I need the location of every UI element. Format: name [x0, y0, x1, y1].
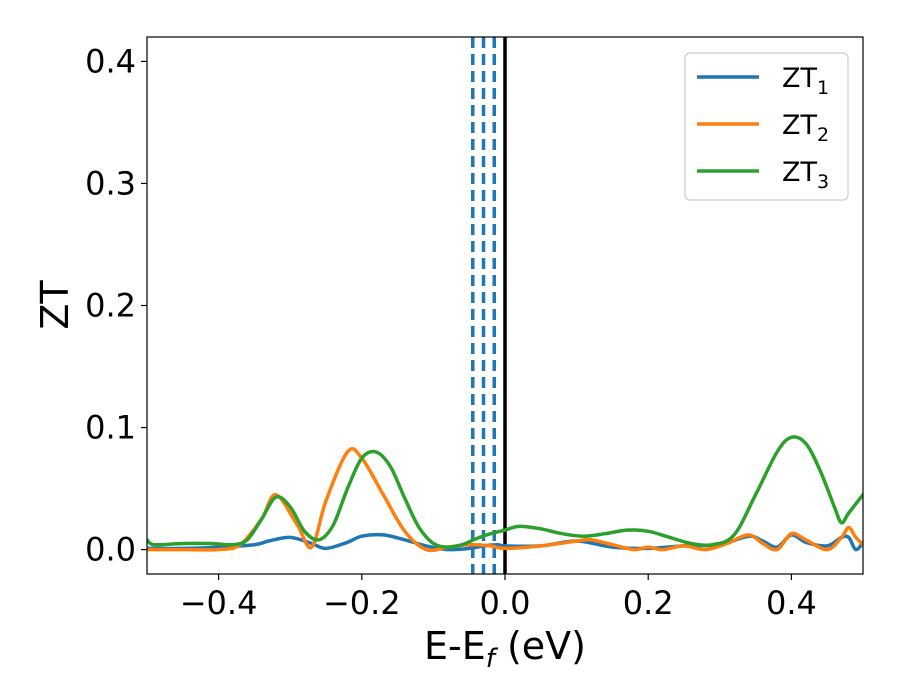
y-tick-label: 0.2 [85, 287, 136, 325]
y-axis-label: ZT [33, 280, 77, 330]
series-line-zt1 [147, 532, 863, 552]
series-line-zt3 [147, 435, 863, 549]
series-lines [147, 435, 863, 553]
legend-box [684, 52, 849, 201]
reference-lines [471, 37, 507, 574]
x-tick-label: 0.2 [623, 584, 674, 622]
y-tick-label: 0.4 [85, 42, 136, 80]
y-tick-label: 0.3 [85, 164, 136, 202]
x-tick-label: −0.2 [323, 584, 401, 622]
x-tick-label: −0.4 [180, 584, 258, 622]
x-axis: −0.4 −0.2 0.0 0.2 0.4 [180, 574, 817, 622]
legend-label-zt3: ZT3 [782, 157, 829, 193]
x-tick-label: 0.0 [480, 584, 531, 622]
legend-label-zt2: ZT2 [782, 110, 829, 146]
x-axis-label: E-Ef (eV) [424, 624, 586, 674]
x-tick-label: 0.4 [766, 584, 817, 622]
legend: ZT1 ZT2 ZT3 [684, 52, 849, 201]
y-axis: 0.0 0.1 0.2 0.3 0.4 [85, 42, 147, 569]
series-line-zt2 [147, 447, 863, 553]
y-tick-label: 0.1 [85, 409, 136, 447]
y-tick-label: 0.0 [85, 531, 136, 569]
legend-label-zt1: ZT1 [782, 63, 829, 99]
